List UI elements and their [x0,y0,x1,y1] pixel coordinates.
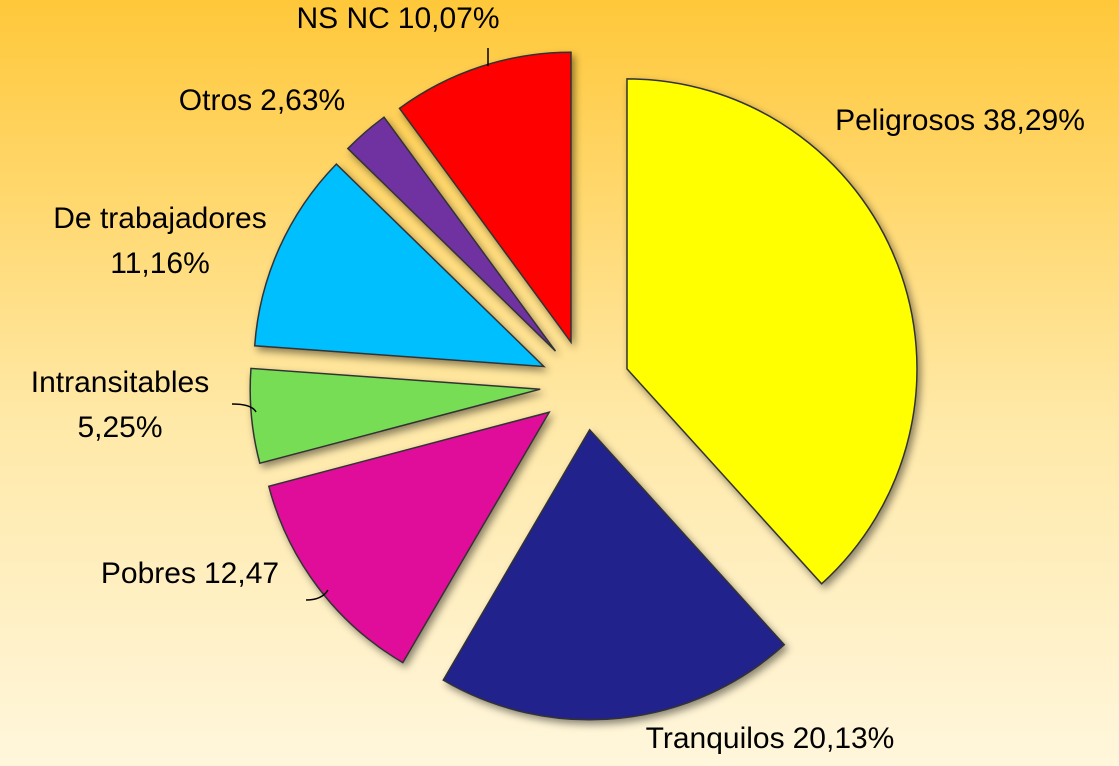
slice-label-value: 2,63% [260,84,345,117]
slice-label: Tranquilos 20,13% [646,722,895,755]
leader-line [231,403,257,413]
pie-slice [267,411,551,664]
slice-label-value: 38,29% [983,104,1085,137]
slice-label-value: 10,07% [398,2,500,35]
slice-label: Intransitables 5,25% [31,366,209,444]
pie-slice [626,78,918,585]
slice-label-name: Pobres [101,557,196,590]
slice-label: Peligrosos 38,29% [835,104,1085,137]
slice-label-name: Peligrosos [835,104,975,137]
slice-label-name: Tranquilos [646,722,785,755]
slice-label-name: Otros [179,84,252,117]
slice-label: De trabajadores 11,16% [53,202,266,280]
slice-label: NS NC 10,07% [296,2,499,35]
slice-label-name: De trabajadores [53,202,266,235]
leader-line [305,589,329,601]
slice-label-value: 20,13% [793,722,895,755]
slice-label-name: Intransitables [31,366,209,399]
slice-label-value: 5,25% [77,411,162,444]
slice-label-name: NS NC [296,2,389,35]
pie-slice [346,116,557,352]
slice-label-value: 12,47 [204,557,279,590]
slice-label: Otros 2,63% [179,84,345,117]
pie-slice [398,51,572,345]
pie-slice [253,163,546,368]
slice-label-value: 11,16% [110,247,210,280]
pie-slice [442,428,786,721]
slice-label: Pobres 12,47 [101,557,279,590]
pie-slice [249,367,541,465]
leader-lines [231,48,489,601]
